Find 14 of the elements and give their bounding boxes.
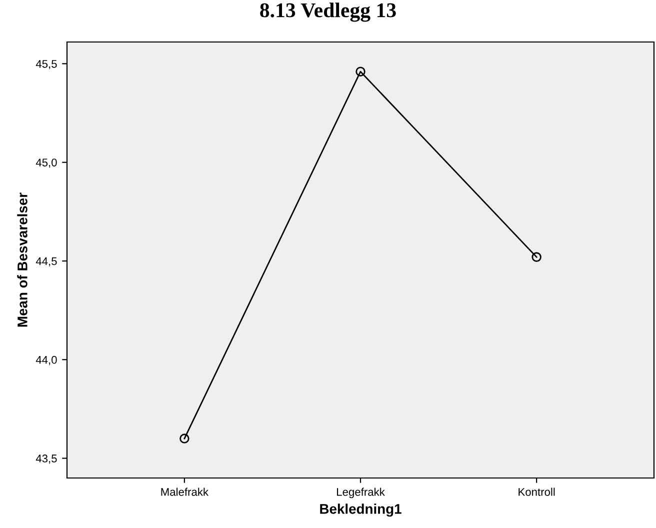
y-tick-label: 44,5	[36, 257, 57, 266]
x-tick-label: Kontroll	[518, 488, 555, 496]
y-tick-label: 45,0	[36, 158, 57, 168]
point	[356, 66, 366, 76]
x-tick-label: Legefrakk	[337, 488, 385, 498]
point	[180, 434, 190, 444]
x-axis-title: Bekledning1	[320, 504, 402, 517]
chart-title: 8.13 Vedlegg 13	[260, 2, 396, 22]
y-tick-label: 45,5	[36, 60, 57, 70]
y-axis-title: Mean of Besvarelser	[17, 192, 28, 327]
x-tick-label: Malefrakk	[161, 488, 209, 496]
y-tick-label: 43,5	[36, 454, 57, 464]
y-tick-label: 44,0	[36, 356, 57, 366]
point	[532, 252, 542, 262]
